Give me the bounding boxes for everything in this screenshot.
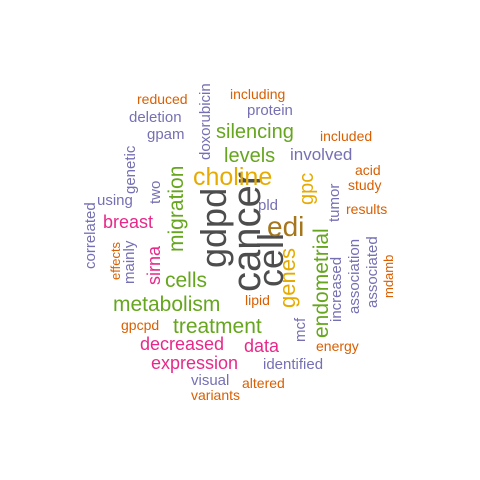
word-treatment: treatment [173,315,262,338]
word-identified: identified [263,356,324,373]
word-gpam: gpam [147,126,185,143]
word-effects: effects [108,241,123,280]
word-migration: migration [165,165,188,252]
word-altered: altered [242,375,285,391]
word-doxorubicin: doxorubicin [197,83,214,160]
word-genetic: genetic [122,145,139,194]
word-study: study [348,177,382,193]
word-cells: cells [165,269,208,292]
word-using: using [97,192,133,209]
word-associated: associated [364,236,381,308]
word-including: including [230,86,286,102]
word-lipid: lipid [245,292,270,308]
word-data: data [244,336,280,356]
word-mcf: mcf [292,317,309,342]
word-included: included [320,128,373,144]
word-pld: pld [258,197,279,214]
word-silencing: silencing [216,121,294,143]
word-protein: protein [247,102,293,119]
word-edi: edi [267,211,305,242]
word-results: results [346,201,388,217]
word-choline: choline [193,163,273,191]
word-decreased: decreased [140,334,225,354]
word-sirna: sirna [144,245,164,285]
word-breast: breast [103,212,154,232]
word-metabolism: metabolism [113,293,221,316]
word-expression: expression [151,353,239,373]
word-mdamb: mdamb [381,254,396,298]
word-acid: acid [355,162,381,178]
word-two: two [147,180,164,204]
word-deletion: deletion [129,109,182,126]
word-energy: energy [316,338,359,354]
word-correlated: correlated [82,202,99,269]
word-gpc: gpc [296,172,318,205]
word-mainly: mainly [121,240,138,284]
word-involved: involved [290,145,353,164]
word-tumor: tumor [326,183,343,222]
word-visual: visual [191,372,230,389]
word-levels: levels [224,145,276,167]
word-increased: increased [328,256,345,322]
word-gpcpd: gpcpd [121,317,160,333]
word-variants: variants [191,387,241,403]
word-association: association [346,238,363,314]
word-reduced: reduced [137,91,188,107]
word-genes: genes [275,248,300,308]
